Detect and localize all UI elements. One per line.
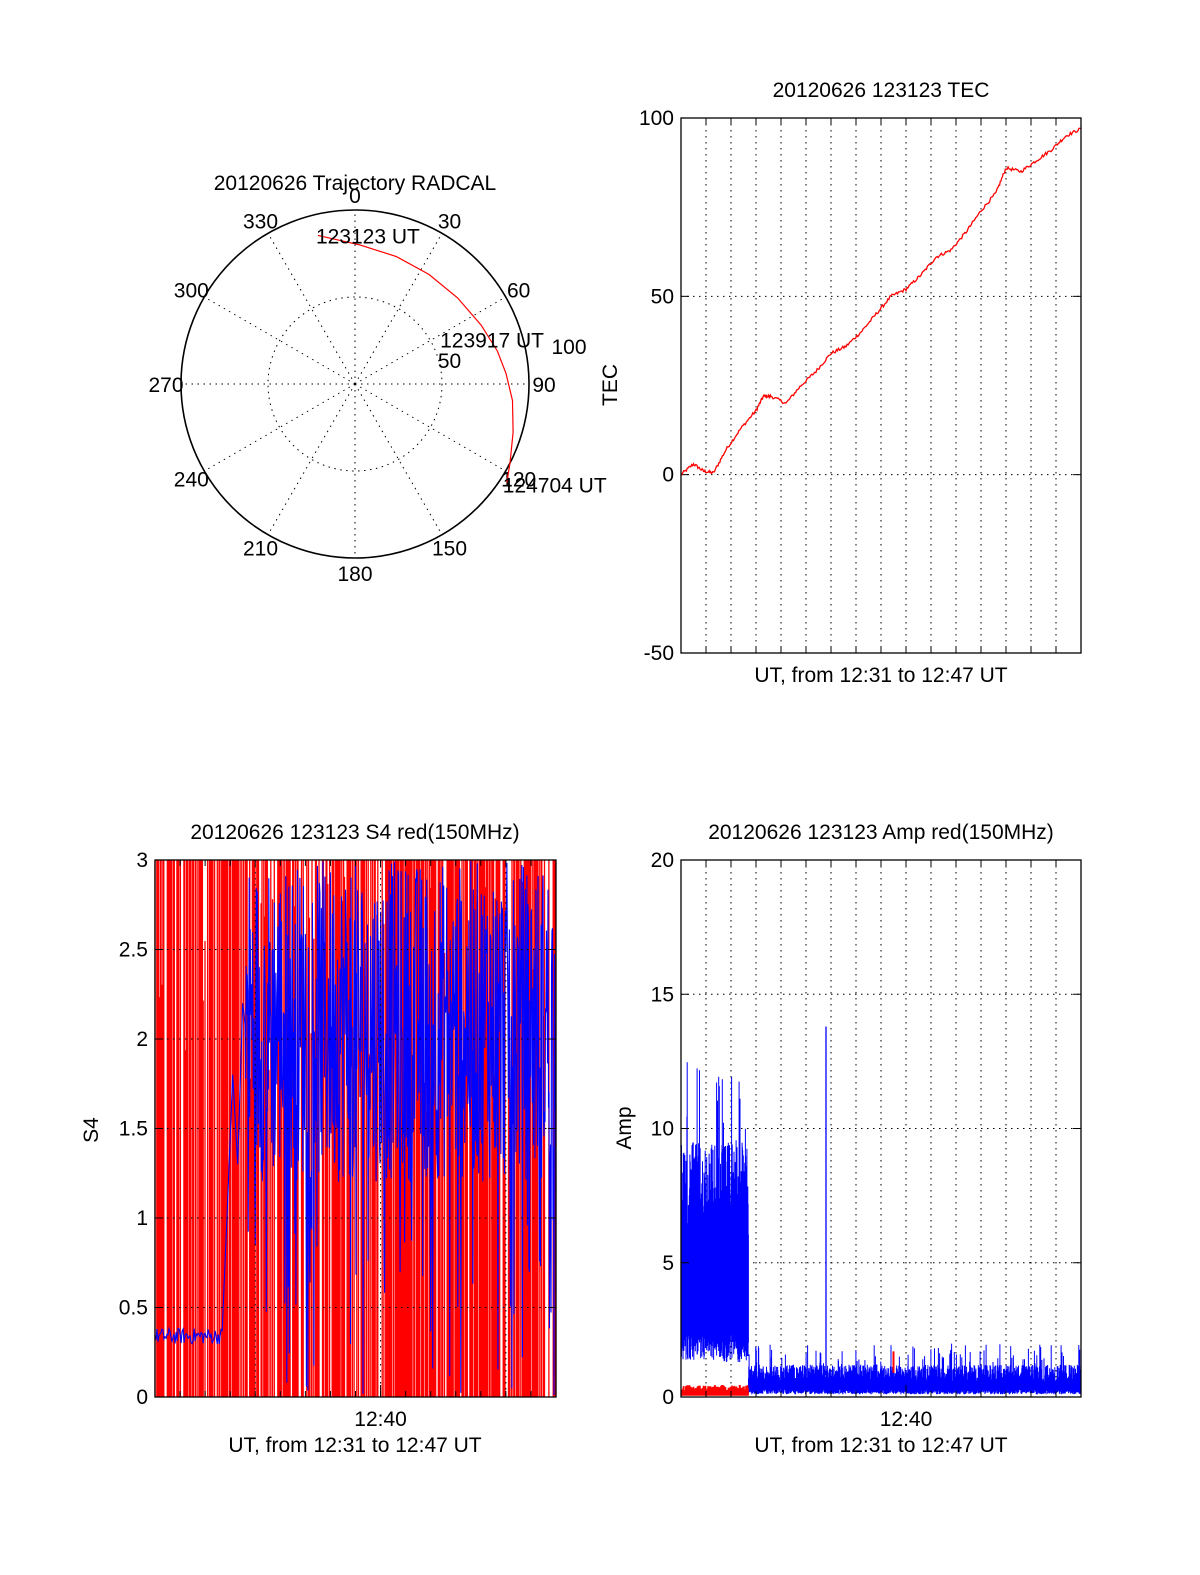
y-tick-label: 2.5	[119, 939, 148, 962]
s4-grid	[155, 860, 556, 1397]
y-tick-label: -50	[644, 642, 674, 665]
polar-angle-label: 30	[438, 210, 461, 233]
polar-spoke	[204, 296, 356, 385]
polar-spoke	[267, 233, 356, 385]
tec-title: 20120626 123123 TEC	[773, 79, 990, 102]
trajectory-series	[317, 234, 514, 483]
polar-grid	[180, 209, 530, 559]
polar-angle-labels: 0 30 60 90 120 150 180 210 240 270 300 330	[148, 185, 555, 586]
tec-line	[680, 127, 1082, 476]
tec-frame	[680, 117, 1082, 654]
trajectory-annotation: 124704 UT	[503, 475, 607, 498]
trajectory-annotation: 123917 UT	[440, 329, 544, 352]
amp-frame	[680, 859, 1082, 1398]
y-tick-label: 20	[651, 849, 674, 872]
s4-plot: 20120626 123123 S4 red(150MHz) UT, from …	[80, 821, 557, 1457]
tec-ticks: -50 0 50 100	[639, 107, 1082, 665]
tec-x-axis-label: UT, from 12:31 to 12:47 UT	[754, 664, 1007, 687]
y-tick-label: 3	[136, 849, 148, 872]
polar-angle-label: 240	[174, 469, 209, 492]
x-tick-label: 12:40	[354, 1408, 407, 1431]
s4-y-axis-label: S4	[80, 1117, 103, 1143]
trajectory-polar-plot: 20120626 Trajectory RADCAL 0 30 60 90 120 150…	[148, 172, 606, 586]
polar-outer-circle	[180, 209, 530, 559]
polar-spoke	[354, 296, 506, 385]
s4-blue-line	[154, 860, 557, 1396]
polar-spoke	[354, 383, 506, 472]
y-tick-label: 0.5	[119, 1297, 148, 1320]
polar-angle-label: 0	[349, 185, 361, 208]
s4-frame	[154, 859, 557, 1398]
trajectory-annotations: 123123 UT 123917 UT 124704 UT	[316, 225, 607, 497]
trajectory-title: 20120626 Trajectory RADCAL	[214, 172, 497, 195]
s4-ticks: 0 0.5 1 1.5 2 2.5 3 12:40	[119, 849, 557, 1431]
polar-angle-label: 150	[432, 538, 467, 561]
amp-plot: 20120626 123123 Amp red(150MHz) UT, from…	[613, 821, 1082, 1457]
polar-spoke	[354, 383, 443, 535]
amp-ticks: 0 5 10 15 20 12:40	[651, 849, 1082, 1431]
tec-y-axis-label: TEC	[599, 364, 622, 406]
amp-red-line	[680, 1385, 749, 1396]
x-tick-label: 12:40	[880, 1408, 933, 1431]
polar-radius-label: 50	[438, 350, 461, 373]
trajectory-line	[317, 234, 514, 483]
y-tick-label: 50	[651, 285, 674, 308]
polar-angle-label: 330	[243, 210, 278, 233]
s4-x-axis-label: UT, from 12:31 to 12:47 UT	[228, 1434, 481, 1457]
polar-radius-labels: 50 100	[438, 336, 587, 373]
polar-angle-label: 300	[174, 280, 209, 303]
y-tick-label: 0	[136, 1386, 148, 1409]
amp-title: 20120626 123123 Amp red(150MHz)	[708, 821, 1054, 844]
y-tick-label: 15	[651, 983, 674, 1006]
tec-plot: 20120626 123123 TEC UT, from 12:31 to 12…	[599, 79, 1082, 687]
polar-angle-label: 60	[507, 280, 530, 303]
y-tick-label: 1	[136, 1207, 148, 1230]
polar-angle-label: 210	[243, 538, 278, 561]
polar-spoke	[354, 233, 443, 385]
amp-x-axis-label: UT, from 12:31 to 12:47 UT	[754, 1434, 1007, 1457]
polar-angle-label: 270	[148, 374, 183, 397]
amp-series	[680, 1026, 1082, 1396]
tec-series	[680, 127, 1082, 476]
y-tick-label: 1.5	[119, 1118, 148, 1141]
y-tick-label: 5	[662, 1252, 674, 1275]
y-tick-label: 100	[639, 107, 674, 130]
amp-y-axis-label: Amp	[613, 1106, 636, 1149]
y-tick-label: 0	[662, 1386, 674, 1409]
s4-title: 20120626 123123 S4 red(150MHz)	[190, 821, 519, 844]
polar-spoke	[267, 383, 356, 535]
polar-angle-label: 180	[337, 563, 372, 586]
polar-ring-50	[267, 296, 443, 472]
y-tick-label: 0	[662, 464, 674, 487]
tec-grid	[681, 118, 1081, 653]
polar-spoke	[204, 383, 356, 472]
polar-angle-label: 120	[501, 469, 536, 492]
y-tick-label: 2	[136, 1028, 148, 1051]
y-tick-label: 10	[651, 1118, 674, 1141]
polar-angle-label: 90	[532, 374, 555, 397]
polar-radius-label: 100	[551, 336, 586, 359]
trajectory-annotation: 123123 UT	[316, 225, 420, 248]
